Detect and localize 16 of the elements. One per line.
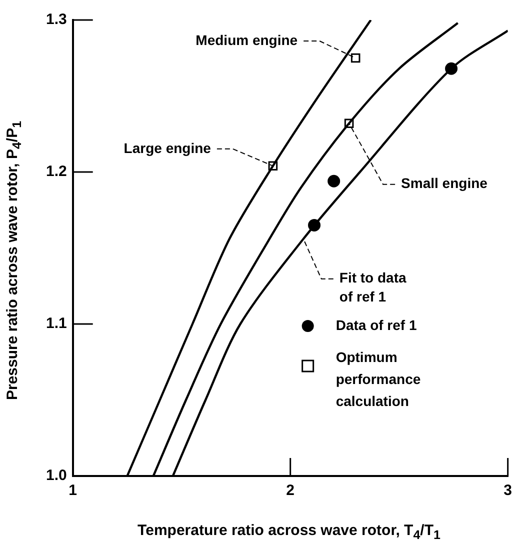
y-tick-label: 1.0 <box>46 467 67 484</box>
x-tick-label: 1 <box>68 482 78 500</box>
y-tick-label: 1.1 <box>46 315 67 332</box>
point <box>350 53 360 63</box>
point <box>328 174 340 188</box>
x-tick-label: 2 <box>286 482 295 500</box>
annotation: Medium engine <box>196 32 298 48</box>
legend-label: Optimum performance calculation <box>336 348 421 409</box>
y-tick-label: 1.2 <box>46 163 67 180</box>
x-axis-title: Temperature ratio across wave rotor, T$_{4}$/T$_{1}$ <box>136 522 442 542</box>
y-tick-label: 1.3 <box>46 11 67 28</box>
annotation: Small engine <box>401 175 488 192</box>
legend-label: Data of ref 1 <box>336 316 417 333</box>
annotation: Large engine <box>124 140 212 156</box>
annotation: Fit to data of ref 1 <box>339 270 406 305</box>
x-tick-label: 3 <box>504 482 512 500</box>
